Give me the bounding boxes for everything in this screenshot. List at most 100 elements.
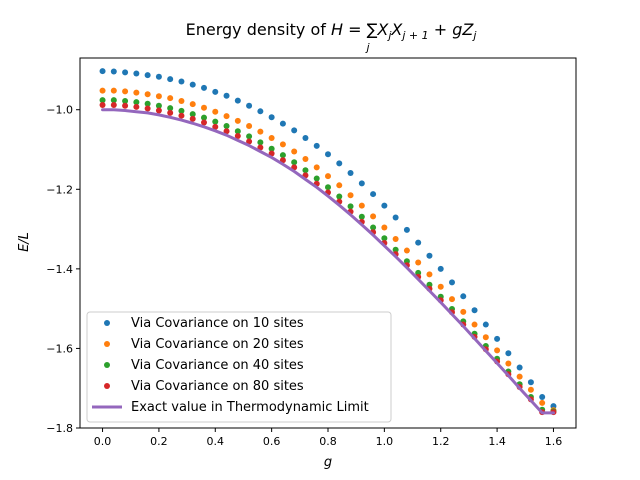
title-sum: ∑ — [367, 20, 378, 39]
data-point — [426, 252, 433, 259]
data-point — [99, 68, 106, 75]
data-point — [223, 92, 230, 99]
data-point — [167, 76, 174, 83]
data-point — [268, 134, 275, 141]
data-point — [201, 114, 207, 121]
y-axis-label: E/L — [17, 232, 32, 252]
data-point — [471, 307, 478, 314]
data-point — [144, 100, 151, 107]
data-point — [155, 102, 162, 109]
data-point — [325, 151, 331, 158]
data-point — [449, 279, 455, 286]
title-x1: X — [376, 20, 389, 39]
x-tick-label: 1.4 — [488, 435, 506, 448]
data-point — [415, 259, 422, 266]
data-point — [313, 175, 320, 182]
data-point — [167, 95, 174, 102]
data-point — [336, 182, 343, 189]
title-z: Z — [461, 20, 474, 39]
data-point — [99, 97, 106, 104]
data-point — [155, 73, 162, 80]
data-point — [347, 203, 354, 210]
data-point — [291, 159, 298, 166]
x-tick-label: 0.6 — [263, 435, 281, 448]
data-point — [133, 103, 140, 110]
data-point — [415, 239, 422, 246]
series-2 — [99, 87, 557, 414]
data-point — [201, 84, 207, 91]
legend-marker-swatch — [104, 362, 110, 368]
data-point — [302, 134, 309, 141]
data-point — [302, 156, 309, 163]
data-point — [144, 72, 151, 79]
data-point — [279, 152, 286, 159]
data-point — [539, 399, 546, 406]
data-point — [505, 350, 512, 357]
data-point — [144, 105, 151, 112]
data-point — [167, 105, 174, 112]
x-tick-label: 0.4 — [207, 435, 225, 448]
data-point — [527, 386, 534, 393]
data-point — [505, 360, 512, 367]
data-point — [370, 213, 377, 220]
x-tick-label: 0.8 — [319, 435, 337, 448]
data-point — [494, 347, 501, 354]
data-point — [279, 120, 286, 127]
legend-label: Via Covariance on 40 sites — [131, 358, 304, 373]
data-point — [257, 128, 264, 135]
data-point — [234, 128, 241, 135]
title-g: g — [452, 20, 462, 39]
data-point — [403, 226, 410, 233]
data-point — [449, 296, 455, 303]
legend: Via Covariance on 10 sites Via Covariance… — [86, 311, 392, 423]
axis-ticks: 0.0 0.2 0.4 0.6 0.8 1.0 1.2 1.4 1.6 −1.0 −1.2 −1.4 −… — [46, 104, 562, 448]
data-point — [358, 202, 365, 209]
data-point — [122, 69, 129, 76]
data-point — [99, 87, 106, 94]
data-point — [99, 101, 106, 108]
y-tick-label: −1.6 — [46, 342, 73, 355]
data-point — [110, 68, 117, 75]
data-point — [370, 191, 377, 198]
data-point — [460, 293, 467, 300]
data-point — [268, 145, 275, 152]
data-point — [133, 99, 140, 106]
data-point — [246, 123, 253, 130]
data-point — [234, 97, 241, 104]
data-point — [302, 167, 309, 174]
title-x2: X — [390, 20, 403, 39]
data-point — [358, 180, 365, 187]
data-point — [482, 321, 489, 328]
title-sub-j1: j — [386, 29, 392, 42]
data-point — [122, 88, 129, 95]
series-line — [101, 108, 555, 415]
data-point — [155, 107, 162, 114]
data-point — [178, 112, 185, 119]
data-point — [268, 114, 275, 121]
data-point — [460, 308, 467, 315]
legend-marker-swatch — [104, 383, 110, 389]
x-tick-label: 1.6 — [545, 435, 563, 448]
title-prefix: Energy density of — [186, 20, 331, 39]
data-point — [201, 119, 207, 126]
data-point — [212, 88, 219, 95]
data-point — [178, 78, 185, 85]
legend-label: Via Covariance on 20 sites — [131, 337, 304, 352]
data-point — [291, 148, 298, 155]
x-tick-label: 1.2 — [432, 435, 450, 448]
data-point — [471, 321, 478, 328]
data-point — [392, 246, 399, 253]
data-point — [336, 193, 343, 200]
data-point — [381, 224, 388, 231]
data-point — [178, 107, 185, 114]
data-point — [167, 109, 174, 116]
data-point — [189, 81, 196, 88]
data-point — [437, 265, 444, 272]
data-point — [246, 133, 253, 140]
title-sub-j3: j — [471, 29, 477, 42]
axes-frame — [79, 57, 577, 429]
x-tick-label: 0.2 — [150, 435, 168, 448]
data-point — [370, 224, 377, 231]
data-point — [527, 379, 534, 386]
